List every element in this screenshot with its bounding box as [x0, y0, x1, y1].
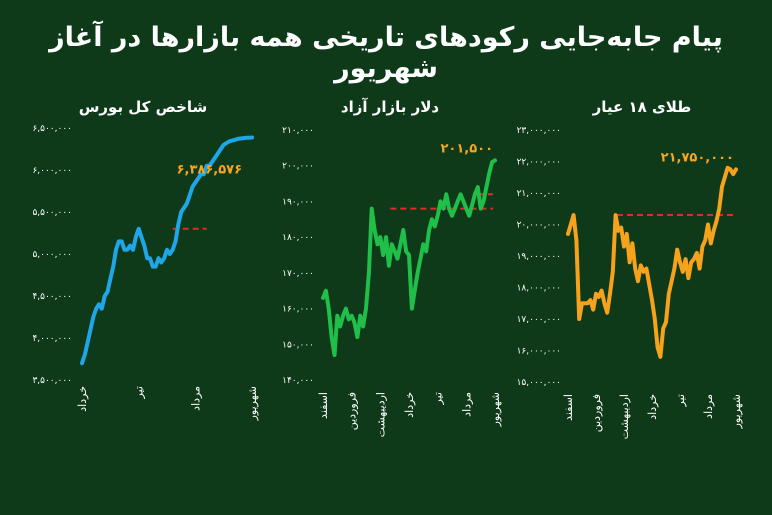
y-tick-label: ۲۱۰,۰۰۰ [282, 126, 314, 136]
x-ticks-bourse: خرداد تیر مرداد شهریور [76, 386, 259, 422]
last-value-label-dollar: ۲۰۱,۵۰۰ [440, 141, 493, 156]
x-ticks-dollar: اسفند فروردین اردیبهشت خرداد تیر مرداد شهریور [317, 392, 502, 437]
x-tick-label: شهریور [489, 392, 502, 427]
chart-title-dollar: دلار بازار آزاد [341, 98, 440, 116]
y-tick-label: ۲۲,۰۰۰,۰۰۰ [517, 158, 561, 168]
y-tick-label: ۲۱,۰۰۰,۰۰۰ [517, 189, 561, 199]
x-tick-label: فروردین [346, 392, 359, 430]
y-tick-label: ۱۹,۰۰۰,۰۰۰ [517, 252, 561, 262]
y-tick-label: ۱۷,۰۰۰,۰۰۰ [517, 315, 561, 325]
last-value-label-bourse: ۶,۳۸۶,۵۷۶ [177, 163, 242, 178]
x-tick-label: خرداد [646, 394, 659, 420]
y-tick-label: ۴,۵۰۰,۰۰۰ [32, 292, 72, 302]
y-tick-label: ۱۶۰,۰۰۰ [282, 305, 314, 315]
x-tick-label: اردیبهشت [618, 394, 631, 439]
y-tick-label: ۵,۵۰۰,۰۰۰ [32, 208, 72, 218]
page-title: پیام جابه‌جایی رکودهای تاریخی همه بازاره… [49, 22, 723, 84]
y-ticks-gold: ۲۳,۰۰۰,۰۰۰ ۲۲,۰۰۰,۰۰۰ ۲۱,۰۰۰,۰۰۰ ۲۰,۰۰۰,۰۰۰… [517, 126, 561, 388]
x-tick-label: شهریور [246, 386, 259, 421]
x-tick-label: مرداد [460, 392, 473, 417]
series-line-dollar [321, 158, 497, 357]
x-tick-label: فروردین [590, 394, 603, 432]
series-line-bourse [80, 135, 254, 366]
chart-title-bourse: شاخص کل بورس [79, 98, 208, 116]
y-tick-label: ۵,۰۰۰,۰۰۰ [32, 250, 72, 260]
x-tick-label: تیر [674, 394, 687, 407]
x-tick-label: شهریور [730, 394, 743, 429]
y-tick-label: ۶,۰۰۰,۰۰۰ [32, 166, 72, 176]
y-tick-label: ۴,۰۰۰,۰۰۰ [32, 334, 72, 344]
series-line-gold [566, 165, 738, 359]
x-tick-label: خرداد [403, 392, 416, 418]
chart-dollar-free-market: دلار بازار آزاد ۲۱۰,۰۰۰ ۲۰۰,۰۰۰ ۱۹۰,۰۰۰ ۱۸۰… [282, 98, 502, 437]
y-tick-label: ۱۸۰,۰۰۰ [282, 233, 314, 243]
y-tick-label: ۱۸,۰۰۰,۰۰۰ [517, 284, 561, 294]
last-value-label-gold: ۲۱,۷۵۰,۰۰۰ [661, 150, 734, 165]
y-tick-label: ۳,۵۰۰,۰۰۰ [32, 376, 72, 386]
x-tick-label: اسفند [317, 392, 330, 419]
chart-bourse-index: شاخص کل بورس ۶,۵۰۰,۰۰۰ ۶,۰۰۰,۰۰۰ ۵,۵۰۰,۰۰۰… [32, 98, 259, 421]
y-tick-label: ۱۹۰,۰۰۰ [282, 197, 314, 207]
y-ticks-dollar: ۲۱۰,۰۰۰ ۲۰۰,۰۰۰ ۱۹۰,۰۰۰ ۱۸۰,۰۰۰ ۱۷۰,۰۰۰ ۱۶۰,۰… [282, 126, 314, 386]
y-tick-label: ۶,۵۰۰,۰۰۰ [32, 124, 72, 134]
y-tick-label: ۱۵,۰۰۰,۰۰۰ [517, 378, 561, 388]
x-tick-label: خرداد [76, 386, 89, 412]
x-tick-label: تیر [133, 386, 146, 399]
chart-gold-18k: طلای ۱۸ عیار ۲۳,۰۰۰,۰۰۰ ۲۲,۰۰۰,۰۰۰ ۲۱,۰۰۰,… [517, 98, 743, 439]
y-ticks-bourse: ۶,۵۰۰,۰۰۰ ۶,۰۰۰,۰۰۰ ۵,۵۰۰,۰۰۰ ۵,۰۰۰,۰۰۰ ۴,۵۰… [32, 124, 72, 386]
x-ticks-gold: اسفند فروردین اردیبهشت خرداد تیر مرداد شهریور [562, 394, 743, 439]
y-tick-label: ۱۵۰,۰۰۰ [282, 340, 314, 350]
chart-title-gold: طلای ۱۸ عیار [592, 98, 692, 116]
y-tick-label: ۲۰,۰۰۰,۰۰۰ [517, 221, 561, 231]
y-tick-label: ۲۰۰,۰۰۰ [282, 162, 314, 172]
x-tick-label: اسفند [562, 394, 575, 421]
y-tick-label: ۲۳,۰۰۰,۰۰۰ [517, 126, 561, 136]
x-tick-label: مرداد [702, 394, 715, 419]
x-tick-label: تیر [432, 392, 445, 405]
x-tick-label: اردیبهشت [374, 392, 387, 437]
y-tick-label: ۱۶,۰۰۰,۰۰۰ [517, 347, 561, 357]
y-tick-label: ۱۷۰,۰۰۰ [282, 269, 314, 279]
y-tick-label: ۱۴۰,۰۰۰ [282, 376, 314, 386]
x-tick-label: مرداد [189, 386, 202, 411]
